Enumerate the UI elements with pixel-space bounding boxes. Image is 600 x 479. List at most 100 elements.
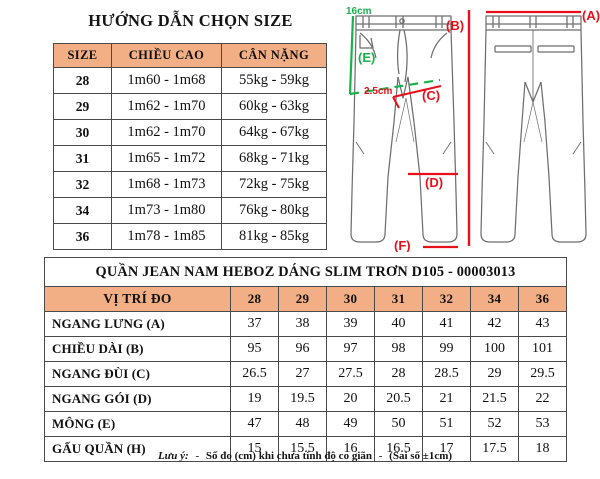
table-row: 30 1m62 - 1m70 64kg - 67kg — [53, 119, 327, 146]
table-row: 34 1m73 - 1m80 76kg - 80kg — [53, 197, 327, 224]
cell-value: 27 — [278, 361, 327, 387]
cell-value: 20 — [326, 386, 375, 412]
cell-value: 49 — [326, 411, 375, 437]
cell-value: 41 — [422, 311, 471, 337]
cell-weight: 55kg - 59kg — [221, 67, 327, 94]
cell-height: 1m62 - 1m70 — [111, 119, 222, 146]
size-guide-table: SIZE CHIỀU CAO CÂN NẶNG 28 1m60 - 1m68 5… — [53, 43, 327, 250]
table-row: 28 1m60 - 1m68 55kg - 59kg — [53, 67, 327, 94]
note-dash-1: - — [195, 450, 200, 462]
cell-value: 29.5 — [518, 361, 567, 387]
cell-value: 18 — [518, 436, 567, 462]
header-size-28: 28 — [230, 286, 279, 312]
cell-value: 28 — [374, 361, 423, 387]
note-tolerance: (Sai số ±1cm) — [389, 450, 453, 462]
header-position: VỊ TRÍ ĐO — [44, 286, 231, 312]
cell-value: 16 — [326, 436, 375, 462]
cell-size: 32 — [53, 171, 112, 198]
header-size-36: 36 — [518, 286, 567, 312]
cell-value: 29 — [470, 361, 519, 387]
cell-value: 38 — [278, 311, 327, 337]
table-row: MÔNG (E) 47 48 49 50 51 52 53 — [44, 411, 567, 437]
cell-value: 101 — [518, 336, 567, 362]
cell-value: 17.5 — [470, 436, 519, 462]
table-row: 31 1m65 - 1m72 68kg - 71kg — [53, 145, 327, 172]
size-table-header-weight: CÂN NẶNG — [221, 43, 327, 68]
cell-value: 19 — [230, 386, 279, 412]
table-row: 29 1m62 - 1m70 60kg - 63kg — [53, 93, 327, 120]
diagram-label-rise: 16cm — [346, 6, 372, 17]
cell-value: 47 — [230, 411, 279, 437]
cell-weight: 60kg - 63kg — [221, 93, 327, 120]
cell-value: 19.5 — [278, 386, 327, 412]
page-title: HƯỚNG DẪN CHỌN SIZE — [88, 11, 293, 30]
cell-weight: 81kg - 85kg — [221, 223, 327, 250]
cell-value: 27.5 — [326, 361, 375, 387]
row-label-waist: NGANG LƯNG (A) — [44, 311, 231, 337]
diagram-label-hem: (F) — [394, 238, 411, 252]
cell-value: 37 — [230, 311, 279, 337]
cell-value: 22 — [518, 386, 567, 412]
row-label-thigh: NGANG ĐÙI (C) — [44, 361, 231, 387]
cell-value: 17 — [422, 436, 471, 462]
diagram-label-thigh-offset: 2.5cm — [364, 86, 392, 97]
table-row: GẤU QUẦN (H) 15 15.5 16 16.5 17 17.5 18 — [44, 436, 567, 462]
cell-height: 1m60 - 1m68 — [111, 67, 222, 94]
cell-value: 21.5 — [470, 386, 519, 412]
diagram-label-length: (B) — [446, 18, 464, 33]
row-label-hem: GẤU QUẦN (H) — [44, 436, 231, 462]
cell-value: 48 — [278, 411, 327, 437]
cell-value: 51 — [422, 411, 471, 437]
cell-value: 43 — [518, 311, 567, 337]
cell-value: 97 — [326, 336, 375, 362]
cell-weight: 72kg - 75kg — [221, 171, 327, 198]
cell-value: 50 — [374, 411, 423, 437]
header-size-32: 32 — [422, 286, 471, 312]
cell-weight: 76kg - 80kg — [221, 197, 327, 224]
row-label-knee: NGANG GÓI (D) — [44, 386, 231, 412]
header-size-29: 29 — [278, 286, 327, 312]
note-body: Số đo (cm) khi chưa tính độ co giãn — [205, 450, 372, 462]
row-label-length: CHIỀU DÀI (B) — [44, 336, 231, 362]
header-size-30: 30 — [326, 286, 375, 312]
diagram-label-waist: (A) — [582, 8, 600, 23]
cell-value: 26.5 — [230, 361, 279, 387]
product-title-row: QUẦN JEAN NAM HEBOZ DÁNG SLIM TRƠN D105 … — [44, 257, 567, 287]
table-row: CHIỀU DÀI (B) 95 96 97 98 99 100 101 — [44, 336, 567, 362]
cell-value: 53 — [518, 411, 567, 437]
cell-value: 28.5 — [422, 361, 471, 387]
table-row: NGANG ĐÙI (C) 26.5 27 27.5 28 28.5 29 29… — [44, 361, 567, 387]
cell-value: 100 — [470, 336, 519, 362]
footer-note: Lưu ý: - Số đo (cm) khi chưa tính độ co … — [44, 450, 566, 462]
size-table-header-row: SIZE CHIỀU CAO CÂN NẶNG — [53, 43, 327, 68]
table-row: NGANG GÓI (D) 19 19.5 20 20.5 21 21.5 22 — [44, 386, 567, 412]
table-row: NGANG LƯNG (A) 37 38 39 40 41 42 43 — [44, 311, 567, 337]
cell-value: 42 — [470, 311, 519, 337]
cell-value: 40 — [374, 311, 423, 337]
row-label-hip: MÔNG (E) — [44, 411, 231, 437]
cell-value: 21 — [422, 386, 471, 412]
cell-size: 36 — [53, 223, 112, 250]
cell-size: 34 — [53, 197, 112, 224]
product-title: QUẦN JEAN NAM HEBOZ DÁNG SLIM TRƠN D105 … — [44, 257, 567, 287]
size-table-header-size: SIZE — [53, 43, 112, 68]
cell-height: 1m62 - 1m70 — [111, 93, 222, 120]
note-dash-2: - — [378, 450, 383, 462]
cell-value: 52 — [470, 411, 519, 437]
cell-value: 98 — [374, 336, 423, 362]
cell-size: 29 — [53, 93, 112, 120]
measurement-table: QUẦN JEAN NAM HEBOZ DÁNG SLIM TRƠN D105 … — [44, 257, 567, 462]
cell-value: 99 — [422, 336, 471, 362]
cell-height: 1m65 - 1m72 — [111, 145, 222, 172]
cell-weight: 64kg - 67kg — [221, 119, 327, 146]
diagram-label-knee: (D) — [425, 175, 443, 190]
measurement-header-row: VỊ TRÍ ĐO 28 29 30 31 32 34 36 — [44, 286, 567, 312]
note-lead: Lưu ý: — [157, 450, 189, 462]
cell-size: 30 — [53, 119, 112, 146]
cell-weight: 68kg - 71kg — [221, 145, 327, 172]
size-table-header-height: CHIỀU CAO — [111, 43, 222, 68]
cell-height: 1m68 - 1m73 — [111, 171, 222, 198]
table-row: 36 1m78 - 1m85 81kg - 85kg — [53, 223, 327, 250]
table-row: 32 1m68 - 1m73 72kg - 75kg — [53, 171, 327, 198]
cell-size: 31 — [53, 145, 112, 172]
